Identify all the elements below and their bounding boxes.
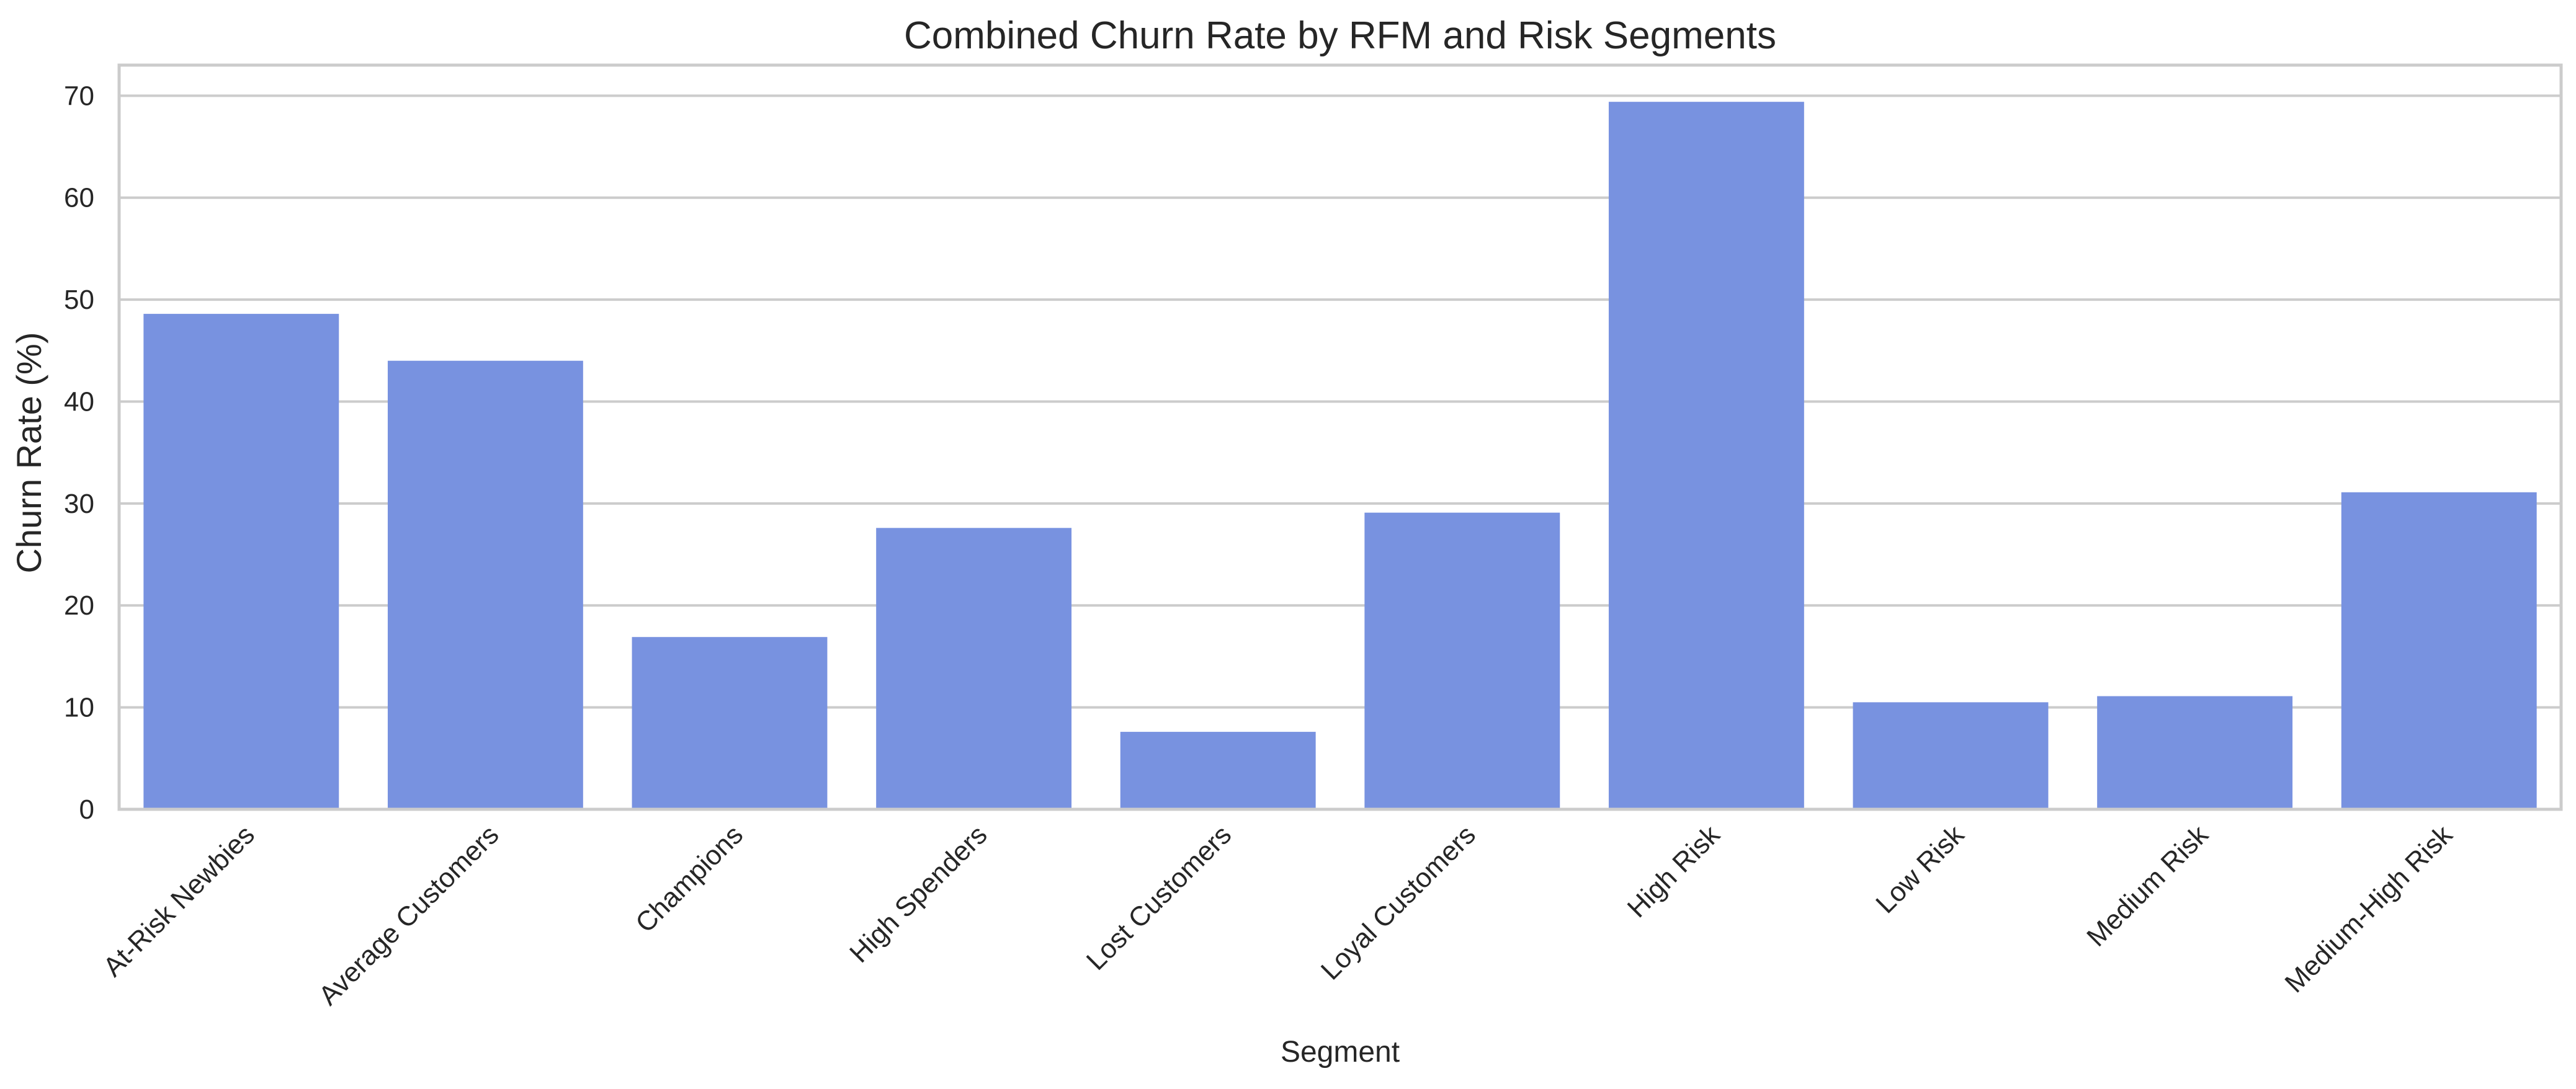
x-tick-label: Medium-High Risk bbox=[2279, 819, 2458, 998]
y-tick-label: 40 bbox=[64, 386, 94, 417]
bar bbox=[2097, 696, 2293, 809]
x-tick-label: Average Customers bbox=[313, 819, 504, 1011]
y-axis-label: Churn Rate (%) bbox=[9, 332, 48, 573]
x-tick-label: High Spenders bbox=[844, 819, 993, 968]
y-axis-ticks: 0 10 20 30 40 50 60 70 bbox=[64, 81, 94, 825]
bar bbox=[143, 314, 339, 809]
x-tick-label: Low Risk bbox=[1870, 819, 1970, 920]
y-tick-label: 0 bbox=[79, 794, 94, 825]
bar bbox=[1364, 512, 1560, 809]
y-tick-label: 30 bbox=[64, 489, 94, 519]
x-axis-label: Segment bbox=[1281, 1036, 1400, 1069]
bar bbox=[1608, 102, 1804, 809]
y-tick-label: 70 bbox=[64, 81, 94, 111]
chart-title: Combined Churn Rate by RFM and Risk Segm… bbox=[904, 14, 1776, 57]
plot-frame bbox=[117, 63, 2563, 811]
bar bbox=[1120, 732, 1316, 809]
x-tick-label: Medium Risk bbox=[2081, 819, 2214, 953]
bar bbox=[876, 528, 1072, 809]
y-tick-label: 10 bbox=[64, 693, 94, 723]
bars bbox=[143, 102, 2537, 809]
y-tick-label: 20 bbox=[64, 590, 94, 621]
x-tick-label: High Risk bbox=[1622, 819, 1726, 923]
x-tick-label: Lost Customers bbox=[1081, 819, 1238, 976]
x-tick-label: Loyal Customers bbox=[1315, 819, 1482, 985]
y-tick-label: 60 bbox=[64, 183, 94, 213]
bar bbox=[387, 360, 583, 809]
x-axis-ticks: At-Risk Newbies Average Customers Champion… bbox=[97, 819, 2459, 1011]
bar bbox=[1853, 702, 2049, 809]
x-tick-label: At-Risk Newbies bbox=[97, 819, 261, 982]
y-tick-label: 50 bbox=[64, 285, 94, 315]
bar bbox=[2341, 492, 2537, 809]
x-tick-label: Champions bbox=[630, 819, 749, 938]
bar bbox=[632, 637, 828, 809]
